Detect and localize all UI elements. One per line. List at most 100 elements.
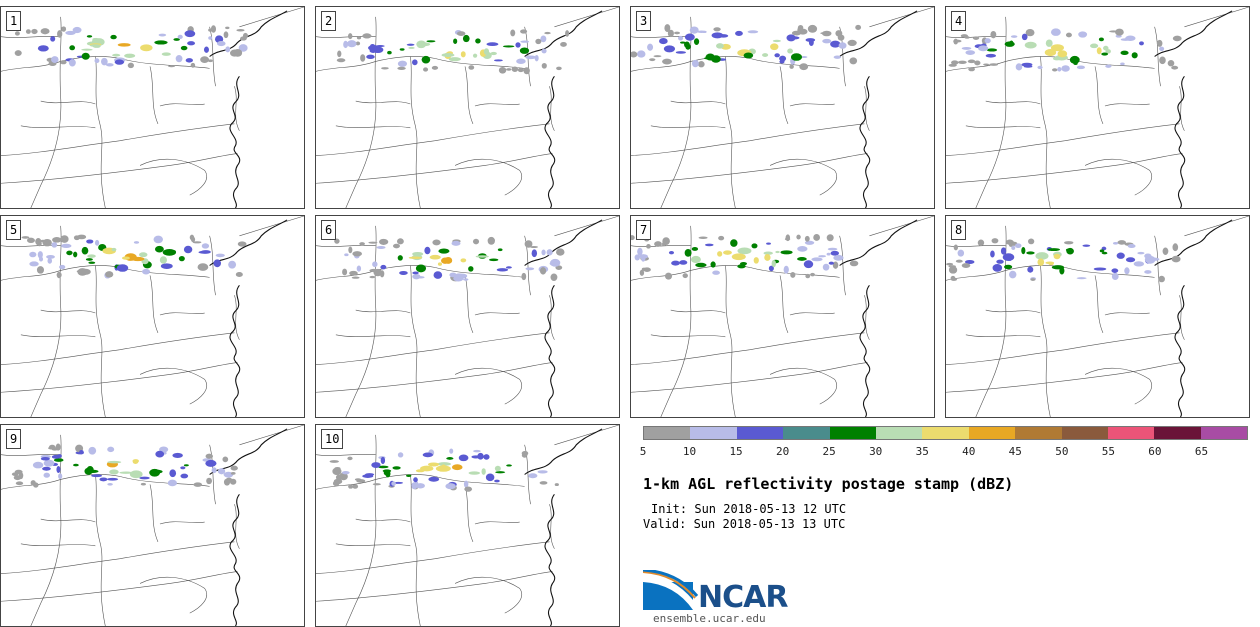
reflectivity-cell (517, 67, 524, 73)
ensemble-member-panel: 4 (945, 6, 1250, 209)
state-boundary (549, 504, 555, 549)
state-boundary (524, 444, 531, 505)
reflectivity-field (329, 448, 559, 492)
reflectivity-cell (541, 48, 547, 54)
reflectivity-cell (1059, 266, 1065, 275)
reflectivity-cell (483, 454, 490, 460)
reflectivity-cell (59, 264, 66, 270)
reflectivity-cell (740, 262, 748, 266)
reflectivity-cell (1096, 47, 1102, 55)
reflectivity-cell (1047, 248, 1060, 252)
reflectivity-cell (822, 263, 830, 271)
reflectivity-cell (659, 38, 668, 45)
reflectivity-cell (1037, 65, 1043, 70)
reflectivity-cell (718, 34, 729, 38)
reflectivity-cell (946, 262, 954, 266)
reflectivity-cell (1037, 258, 1045, 266)
reflectivity-cell (365, 473, 375, 476)
reflectivity-cell (498, 66, 507, 74)
state-boundary (454, 158, 522, 196)
member-map (316, 216, 619, 417)
reflectivity-cell (473, 449, 481, 453)
reflectivity-cell (437, 462, 451, 466)
state-boundary (869, 7, 934, 28)
reflectivity-cell (723, 250, 732, 255)
reflectivity-cell (506, 68, 512, 71)
reflectivity-cell (352, 251, 362, 257)
reflectivity-cell (751, 243, 758, 249)
coastline (859, 284, 871, 417)
reflectivity-cell (1171, 65, 1179, 70)
reflectivity-cell (653, 55, 662, 58)
state-boundary (946, 56, 1066, 72)
reflectivity-cell (717, 251, 723, 257)
reflectivity-cell (972, 36, 980, 40)
reflectivity-cell (697, 61, 705, 68)
state-boundary (1, 571, 238, 602)
state-boundary (355, 518, 411, 523)
reflectivity-cell (1125, 257, 1136, 263)
reflectivity-cell (333, 478, 343, 485)
colorbar-segment (922, 427, 969, 439)
reflectivity-cell (830, 40, 841, 48)
reflectivity-cell (444, 257, 453, 264)
reflectivity-cell (129, 470, 143, 479)
reflectivity-cell (1011, 245, 1016, 250)
state-boundary (209, 235, 216, 296)
reflectivity-cell (415, 264, 427, 273)
reflectivity-cell (811, 257, 823, 262)
state-boundary (20, 543, 96, 547)
colorbar-tick-label: 65 (1194, 445, 1209, 458)
reflectivity-cell (197, 263, 209, 271)
state-boundary (1065, 267, 1155, 278)
state-boundary (1, 35, 61, 38)
member-number: 1 (6, 11, 22, 31)
state-boundary (1094, 66, 1104, 124)
state-boundary (869, 216, 934, 237)
coastline (859, 75, 871, 208)
reflectivity-cell (1057, 67, 1062, 72)
reflectivity-cell (682, 273, 688, 279)
reflectivity-cell (94, 239, 100, 246)
reflectivity-cell (211, 467, 217, 474)
state-boundary (316, 541, 550, 574)
reflectivity-cell (529, 245, 539, 248)
reflectivity-cell (438, 248, 450, 254)
reflectivity-cell (1015, 63, 1023, 71)
reflectivity-cell (81, 48, 93, 51)
reflectivity-cell (505, 266, 512, 269)
reflectivity-cell (1035, 252, 1049, 260)
state-boundary (464, 484, 474, 542)
reflectivity-cell (180, 473, 189, 479)
coastline (1154, 219, 1233, 266)
reflectivity-cell (426, 40, 436, 43)
state-boundary (95, 56, 106, 208)
reflectivity-cell (541, 62, 547, 69)
reflectivity-cell (1093, 267, 1107, 271)
reflectivity-cell (520, 29, 528, 34)
reflectivity-cell (105, 271, 114, 278)
reflectivity-cell (91, 474, 103, 478)
colorbar-tick-label: 10 (682, 445, 697, 458)
reflectivity-cell (1027, 266, 1034, 273)
reflectivity-cell (21, 236, 30, 239)
reflectivity-cell (397, 452, 404, 458)
reflectivity-cell (560, 41, 567, 47)
reflectivity-cell (487, 236, 495, 245)
reflectivity-cell (780, 250, 793, 255)
reflectivity-cell (223, 31, 229, 39)
member-map (631, 216, 934, 417)
state-boundary (159, 312, 205, 316)
reflectivity-cell (161, 52, 171, 56)
reflectivity-cell (1172, 243, 1179, 252)
reflectivity-cell (431, 65, 439, 70)
state-boundary (345, 225, 377, 417)
reflectivity-cell (412, 273, 421, 280)
reflectivity-cell (80, 268, 91, 275)
reflectivity-cell (731, 253, 746, 261)
reflectivity-cell (423, 67, 429, 72)
state-boundary (30, 225, 62, 417)
reflectivity-cell (349, 270, 358, 276)
reflectivity-cell (640, 254, 646, 262)
reflectivity-cell (789, 64, 794, 69)
